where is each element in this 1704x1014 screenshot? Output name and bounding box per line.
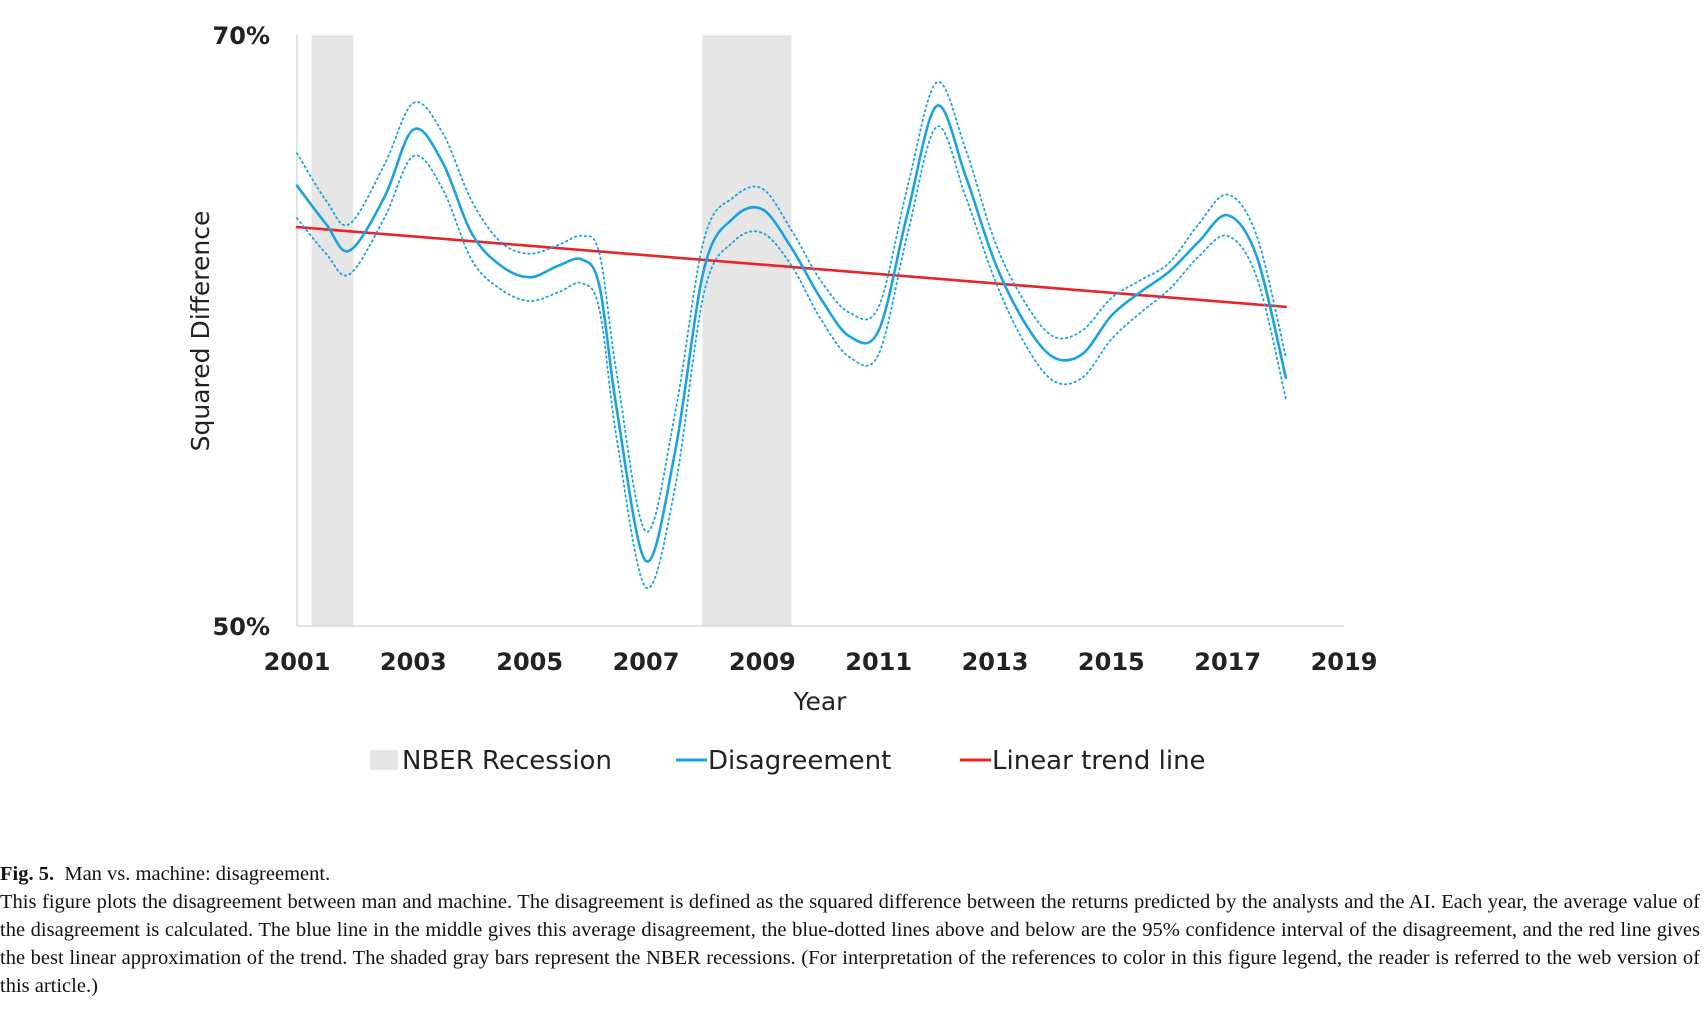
x-tick-labels: 2001 2003 2005 2007 2009 2011 2013 2015 2017 2019 [264, 648, 1378, 676]
series-line-ci-lower [296, 125, 1287, 590]
y-tick-labels: 70% 50% [213, 22, 270, 641]
x-axis-title: Year [793, 687, 848, 716]
x-tick-label: 2009 [729, 648, 796, 676]
y-tick-label: 50% [213, 613, 270, 641]
figure-caption: Fig. 5. Man vs. machine: disagreement. T… [0, 860, 1700, 1000]
recession-bands [311, 35, 792, 626]
caption-title: Man vs. machine: disagreement. [64, 863, 331, 885]
series-line-linear-trend [295, 225, 1288, 309]
caption-label: Fig. 5. [0, 863, 55, 885]
y-tick-label: 70% [213, 22, 270, 50]
legend-label-disagreement: Disagreement [708, 746, 891, 776]
recession-band-1 [311, 35, 354, 626]
x-tick-label: 2003 [380, 648, 447, 676]
x-tick-label: 2017 [1194, 648, 1261, 676]
legend-swatch-nber-recession [370, 750, 398, 770]
x-tick-label: 2015 [1078, 648, 1145, 676]
x-tick-label: 2013 [962, 648, 1029, 676]
x-tick-label: 2001 [264, 648, 331, 676]
series-lines [295, 81, 1288, 590]
legend: NBER Recession Disagreement Linear trend… [370, 746, 1206, 776]
caption-body: This figure plots the disagreement betwe… [0, 891, 1700, 997]
chart: 70%50% 2001 2003 2005 2007 2009 2011 2013 2015 2… [186, 22, 1378, 776]
y-axis-title: Squared Difference [186, 211, 215, 452]
x-tick-label: 2011 [845, 648, 912, 676]
recession-band-2 [702, 35, 792, 626]
caption-title-line: Fig. 5. Man vs. machine: disagreement. [0, 860, 1700, 888]
x-tick-label: 2019 [1311, 648, 1378, 676]
series-line-ci-upper [296, 81, 1287, 533]
series-line-disagreement [295, 104, 1288, 563]
legend-label-nber-recession: NBER Recession [402, 746, 612, 776]
x-tick-label: 2007 [613, 648, 680, 676]
x-tick-label: 2005 [496, 648, 563, 676]
legend-label-linear-trend: Linear trend line [992, 746, 1206, 776]
